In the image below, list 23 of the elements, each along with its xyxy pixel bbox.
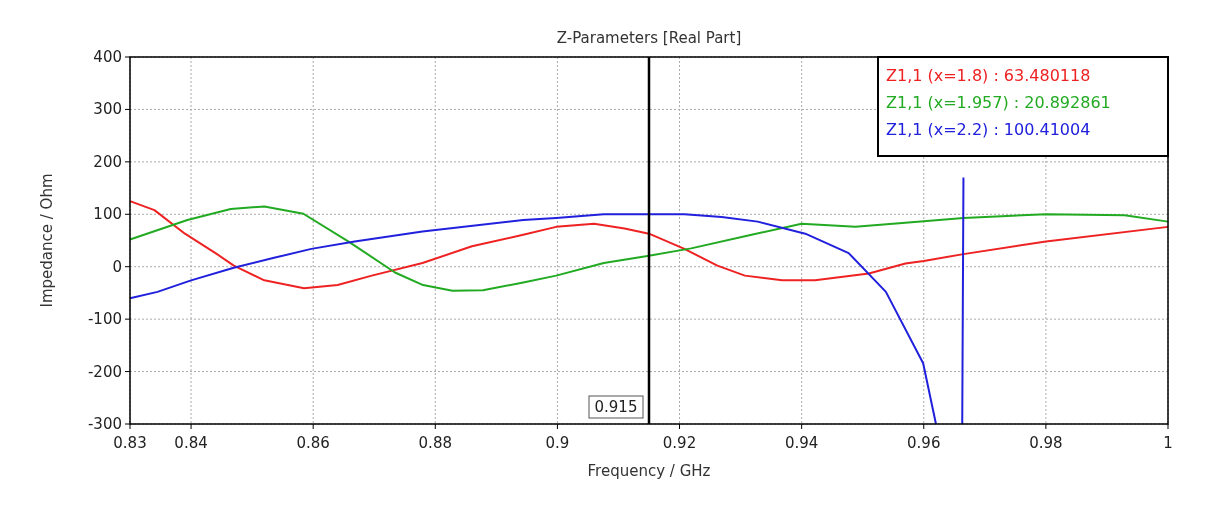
ref-line-label: 0.915 <box>594 398 638 416</box>
y-tick-label: 100 <box>93 205 122 224</box>
x-tick-label: 0.88 <box>418 434 452 452</box>
x-tick-label: 0.94 <box>784 434 819 452</box>
legend-box: Z1,1 (x=1.8) : 63.480118 Z1,1 (x=1.957) : 20.892861 Z1,1 (x=2.2) : 100.41004 <box>877 56 1169 157</box>
x-tick-label: 0.84 <box>174 434 208 452</box>
x-tick-label: 0.83 <box>113 434 147 452</box>
x-tick-label: 0.96 <box>907 434 941 452</box>
x-tick-label: 0.92 <box>662 434 697 452</box>
y-tick-label: -300 <box>87 415 122 433</box>
y-axis-title: Impedance / Ohm <box>38 173 56 308</box>
x-tick-label: 0.86 <box>296 434 330 452</box>
x-tick-label: 0.98 <box>1029 434 1063 452</box>
y-tick-label: -200 <box>87 362 122 381</box>
y-tick-label: 0 <box>112 257 122 276</box>
y-tick-label: 400 <box>93 48 122 66</box>
y-tick-label: 200 <box>93 152 122 171</box>
x-tick-label: 0.9 <box>545 434 570 452</box>
x-tick-label: 1 <box>1163 434 1173 452</box>
y-tick-label: 300 <box>93 100 122 119</box>
y-tick-label: -100 <box>87 310 122 329</box>
x-axis-title: Frequency / GHz <box>587 462 711 480</box>
chart-title: Z-Parameters [Real Part] <box>556 29 742 47</box>
